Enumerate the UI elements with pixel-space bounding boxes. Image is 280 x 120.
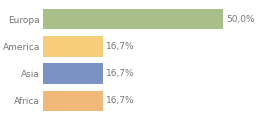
- Text: 16,7%: 16,7%: [106, 69, 135, 78]
- Text: 50,0%: 50,0%: [226, 15, 255, 24]
- Bar: [43, 9, 223, 29]
- Bar: [43, 91, 103, 111]
- Bar: [43, 63, 103, 84]
- Text: 16,7%: 16,7%: [106, 96, 135, 105]
- Bar: [43, 36, 103, 57]
- Text: 16,7%: 16,7%: [106, 42, 135, 51]
